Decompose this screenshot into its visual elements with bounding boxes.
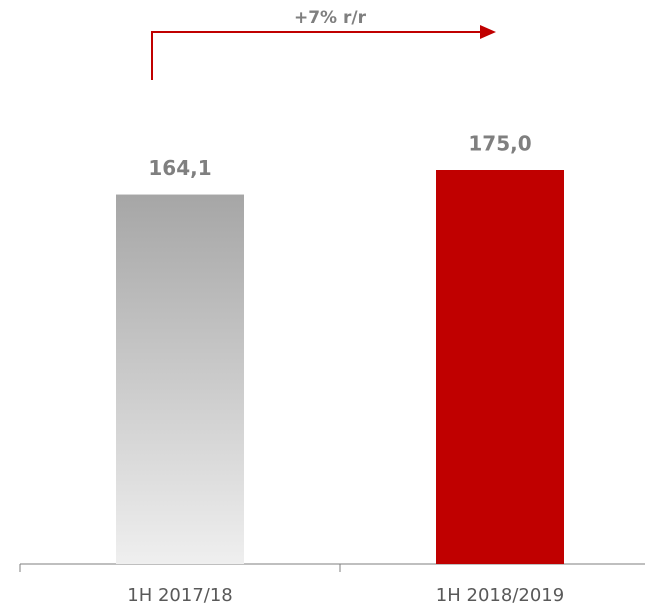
value-label: 175,0	[468, 132, 531, 156]
arrow-head	[480, 25, 496, 39]
annotation: +7% r/r	[294, 8, 367, 28]
bar	[116, 194, 244, 564]
growth-arrow	[151, 31, 482, 80]
x-tick-label: 1H 2018/2019	[436, 585, 564, 606]
value-label: 164,1	[148, 156, 211, 180]
x-tick-label: 1H 2017/18	[127, 585, 233, 606]
bar	[436, 170, 564, 564]
